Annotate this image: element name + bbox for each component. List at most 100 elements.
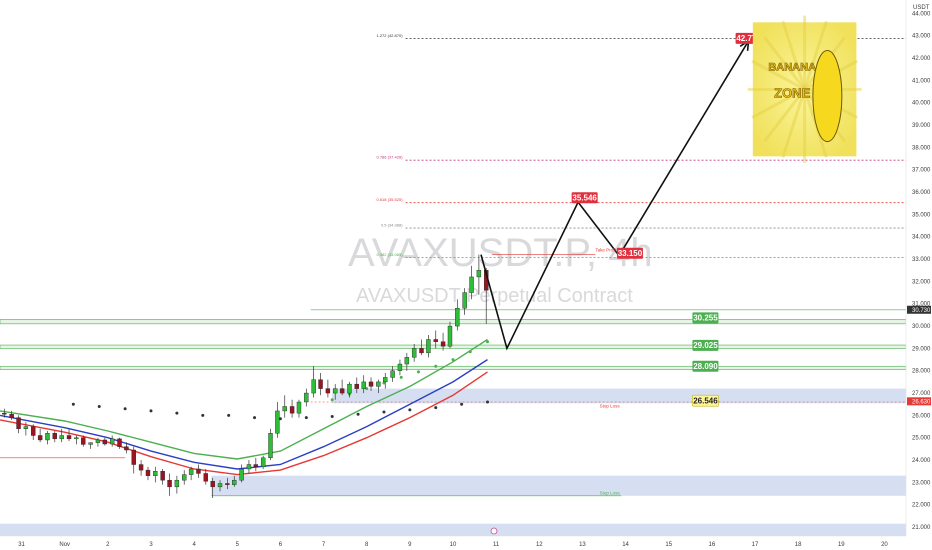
candle-body[interactable] (476, 270, 482, 278)
x-tick-label: 15 (665, 542, 672, 548)
y-tick-label: 44.000 (912, 11, 931, 17)
candle-body[interactable] (210, 481, 215, 488)
price-tag[interactable] (692, 312, 719, 324)
candle-body[interactable] (95, 439, 101, 443)
candle-body[interactable] (296, 401, 302, 414)
candle-body[interactable] (462, 292, 467, 309)
candle-body[interactable] (347, 383, 352, 394)
indicator-dot (330, 415, 334, 419)
axis-price-tag-label: 26.630 (912, 399, 931, 405)
price-tag-label: 29.025 (693, 341, 718, 350)
candle-body[interactable] (433, 339, 438, 342)
candle-body[interactable] (145, 469, 151, 476)
badge-ray (751, 88, 806, 119)
indicator-dot (97, 404, 101, 408)
candle-body[interactable] (138, 464, 144, 471)
moving-average-line (0, 371, 488, 476)
candle-body[interactable] (188, 468, 194, 475)
candle-body[interactable] (131, 449, 136, 465)
candle-body[interactable] (203, 473, 208, 482)
candle-body[interactable] (268, 433, 273, 459)
zone (0, 365, 907, 370)
price-tag-label: 30.255 (693, 314, 718, 323)
candle-body[interactable] (37, 435, 43, 441)
candle-body[interactable] (88, 442, 93, 445)
candle-body[interactable] (440, 341, 446, 347)
badge-ray (781, 20, 807, 90)
candle-body[interactable] (167, 479, 172, 488)
candle-body[interactable] (253, 464, 259, 467)
zone (211, 475, 906, 496)
candle-body[interactable] (411, 348, 417, 358)
candle-body[interactable] (318, 379, 323, 389)
candle-body[interactable] (109, 438, 115, 445)
candle-body[interactable] (304, 392, 309, 403)
candle-body[interactable] (275, 410, 280, 434)
indicator-dot (330, 398, 334, 402)
axis-price-tag (907, 305, 931, 314)
price-tag[interactable] (616, 247, 643, 259)
candle-body[interactable] (196, 468, 201, 474)
price-tag[interactable] (692, 394, 719, 407)
candle-body[interactable] (174, 479, 180, 488)
price-tag[interactable] (571, 192, 598, 204)
x-tick-label: 3 (149, 542, 153, 548)
y-tick-label: 36.000 (912, 190, 931, 196)
candle-body[interactable] (325, 388, 331, 394)
y-tick-label: 39.000 (912, 123, 931, 129)
candle-body[interactable] (469, 276, 474, 293)
candle-body[interactable] (52, 433, 57, 440)
candle-body[interactable] (447, 325, 453, 347)
indicator-dot (416, 370, 420, 374)
candle-body[interactable] (339, 388, 345, 394)
candle-body[interactable] (260, 457, 266, 467)
y-tick-label: 23.000 (912, 480, 931, 486)
candle-body[interactable] (74, 437, 79, 440)
indicator-dot (278, 417, 282, 421)
candle-body[interactable] (289, 406, 295, 414)
candle-body[interactable] (45, 433, 50, 441)
candle-body[interactable] (182, 474, 187, 481)
candle-body[interactable] (354, 383, 359, 389)
candle-body[interactable] (376, 381, 381, 387)
candle-body[interactable] (102, 439, 108, 445)
candle-body[interactable] (404, 357, 410, 365)
candle-body[interactable] (455, 308, 460, 327)
candle-body[interactable] (2, 412, 7, 415)
price-tag-label: 26.546 (693, 396, 718, 405)
indicator-dot (71, 402, 75, 406)
candle-body[interactable] (160, 471, 165, 481)
y-tick-label: 32.000 (912, 279, 931, 285)
candle-body[interactable] (426, 339, 431, 354)
x-tick-label: 2 (106, 542, 110, 548)
candle-body[interactable] (16, 417, 21, 429)
candle-body[interactable] (311, 379, 316, 394)
candle-body[interactable] (390, 370, 395, 378)
candle-body[interactable] (66, 435, 72, 440)
candle-body[interactable] (217, 483, 223, 488)
candle-body[interactable] (153, 471, 158, 476)
candle-body[interactable] (232, 479, 237, 485)
candle-body[interactable] (333, 388, 338, 394)
candle-body[interactable] (383, 377, 388, 383)
candle-body[interactable] (117, 438, 122, 447)
price-tag[interactable] (692, 339, 719, 351)
candle-body[interactable] (368, 381, 374, 387)
candle-body[interactable] (282, 406, 287, 412)
candle-body[interactable] (23, 426, 29, 430)
candle-body[interactable] (419, 348, 424, 354)
candle-body[interactable] (9, 414, 14, 418)
price-tag[interactable] (692, 360, 719, 372)
candle-body[interactable] (81, 437, 86, 445)
candle-body[interactable] (397, 363, 403, 371)
candle-body[interactable] (59, 435, 64, 440)
event-marker-icon[interactable] (490, 527, 498, 535)
candle-body[interactable] (246, 464, 252, 470)
candle-body[interactable] (361, 381, 366, 389)
candle-body[interactable] (225, 483, 230, 485)
candle-body[interactable] (124, 446, 129, 451)
x-tick-label: 4 (192, 542, 196, 548)
candle-body[interactable] (31, 426, 36, 436)
candle-body[interactable] (239, 468, 244, 481)
